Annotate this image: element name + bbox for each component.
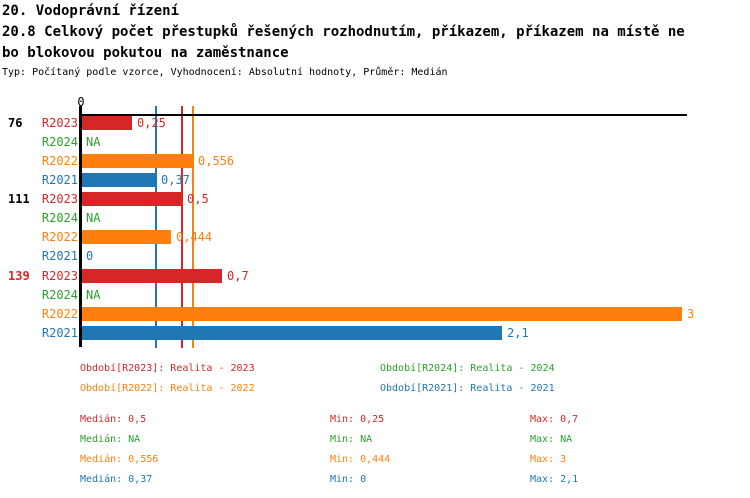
bar-value-label: 0: [86, 249, 94, 263]
bar: [82, 269, 222, 283]
bar: [82, 154, 193, 168]
group-label: 76: [8, 116, 23, 130]
group-label: 139: [8, 269, 30, 283]
stat-cell-R2021-1: Min: 0: [330, 474, 367, 485]
series-label: R2021: [41, 173, 78, 187]
bar-value-label: 0,5: [187, 192, 209, 206]
bar-value-label: 0,7: [227, 269, 249, 283]
series-label: R2022: [41, 230, 78, 244]
na-label: NA: [86, 211, 101, 225]
bar-value-label: 0,25: [137, 116, 166, 130]
chart-subtitle-line1: 20.8 Celkový počet přestupků řešených ro…: [2, 24, 685, 40]
series-label: R2022: [41, 307, 78, 321]
stat-cell-R2021-0: Medián: 0,37: [80, 474, 153, 485]
bar-value-label: 0,37: [161, 173, 190, 187]
group-label: 111: [8, 192, 30, 206]
bar: [82, 326, 502, 340]
stat-cell-R2022-0: Medián: 0,556: [80, 454, 159, 465]
bar-value-label: 0,556: [198, 154, 235, 168]
zero-tick-label: 0: [77, 95, 85, 109]
series-label: R2023: [41, 269, 78, 283]
bar: [82, 307, 682, 321]
stat-cell-R2024-1: Min: NA: [330, 434, 373, 445]
series-label: R2023: [41, 116, 78, 130]
legend-item-R2022: Období[R2022]: Realita - 2022: [80, 383, 255, 394]
bar-value-label: 3: [687, 307, 695, 321]
chart-meta: Typ: Počítaný podle vzorce, Vyhodnocení:…: [2, 67, 448, 78]
series-label: R2021: [41, 249, 78, 263]
stat-cell-R2021-2: Max: 2,1: [530, 474, 579, 485]
bar-value-label: 2,1: [507, 326, 529, 340]
legend-item-R2023: Období[R2023]: Realita - 2023: [80, 363, 255, 374]
bar: [82, 116, 132, 130]
median-line-R2021: [155, 106, 157, 348]
legend-item-R2021: Období[R2021]: Realita - 2021: [380, 383, 555, 394]
series-label: R2024: [41, 211, 78, 225]
stat-cell-R2022-2: Max: 3: [530, 454, 567, 465]
stat-cell-R2024-0: Medián: NA: [80, 434, 141, 445]
series-label: R2023: [41, 192, 78, 206]
series-label: R2021: [41, 326, 78, 340]
series-label: R2024: [41, 288, 78, 302]
chart-subtitle-line2: bo blokovou pokutou na zaměstnance: [2, 45, 289, 61]
series-label: R2022: [41, 154, 78, 168]
legend-item-R2024: Období[R2024]: Realita - 2024: [380, 363, 555, 374]
x-axis-line: [79, 114, 687, 116]
stat-cell-R2023-2: Max: 0,7: [530, 414, 579, 425]
na-label: NA: [86, 135, 101, 149]
bar-value-label: 0,444: [176, 230, 213, 244]
bar: [82, 173, 156, 187]
stat-cell-R2022-1: Min: 0,444: [330, 454, 391, 465]
stat-cell-R2024-2: Max: NA: [530, 434, 573, 445]
chart-title: 20. Vodoprávní řízení: [2, 3, 180, 19]
median-line-R2023: [181, 106, 183, 348]
median-line-R2022: [192, 106, 195, 348]
bar: [82, 192, 182, 206]
y-axis-line: [79, 106, 82, 347]
stat-cell-R2023-0: Medián: 0,5: [80, 414, 147, 425]
series-label: R2024: [41, 135, 78, 149]
stat-cell-R2023-1: Min: 0,25: [330, 414, 385, 425]
na-label: NA: [86, 288, 101, 302]
bar: [82, 230, 171, 244]
